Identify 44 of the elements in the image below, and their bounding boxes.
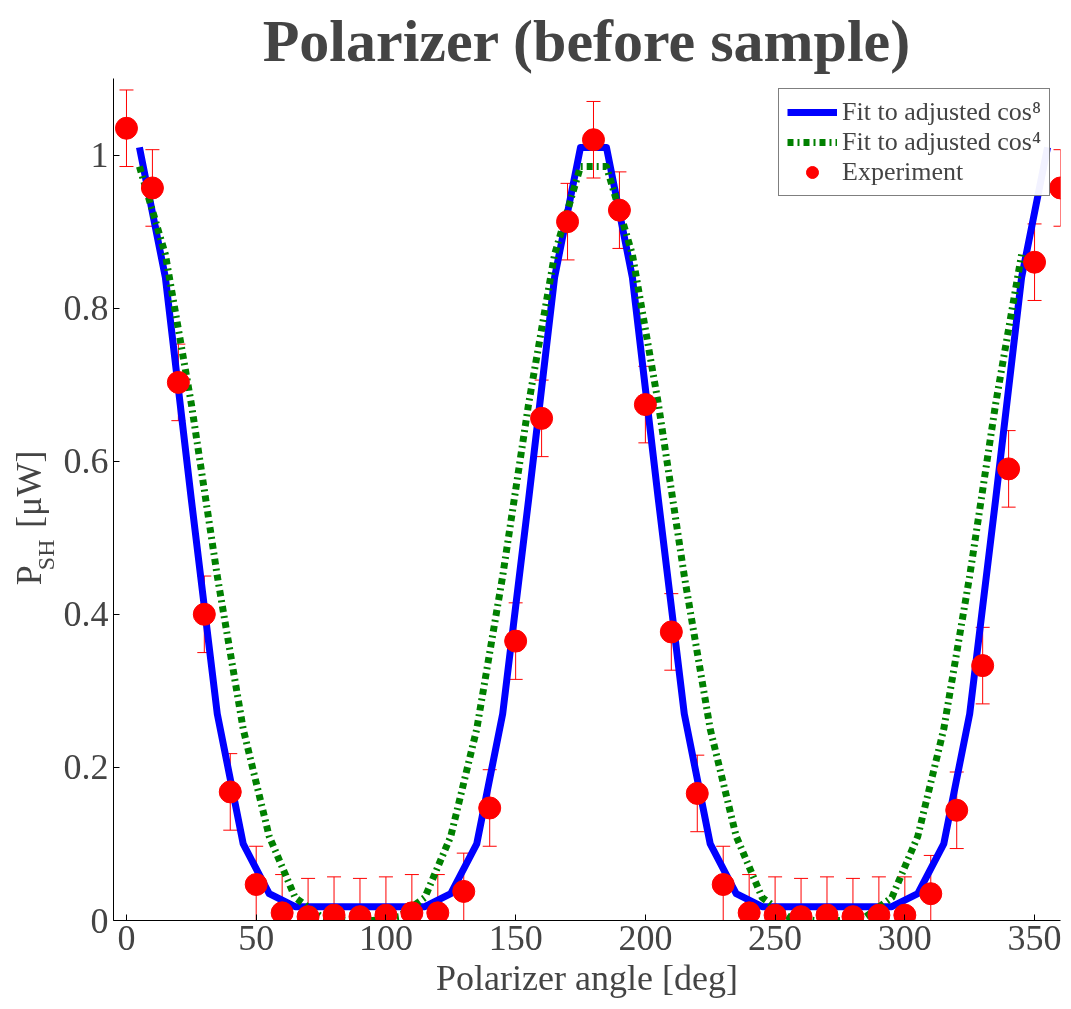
point [114, 116, 138, 140]
point [452, 879, 476, 903]
point [711, 873, 735, 896]
x-tick-label: 200 [618, 917, 673, 958]
chart-title: Polarizer (before sample) [262, 7, 911, 74]
point [685, 781, 709, 805]
point [971, 654, 995, 678]
x-tick-label: 150 [488, 917, 543, 958]
y-tick-label: 0.4 [63, 594, 109, 635]
x-axis-title: Polarizer angle [deg] [436, 957, 738, 998]
x-tick-label: 50 [238, 917, 275, 958]
point [737, 901, 761, 921]
point [270, 901, 294, 921]
legend-label: Fit to adjusted cos⁸ [842, 97, 1041, 127]
point [1023, 250, 1047, 274]
point [192, 602, 216, 626]
y-tick-label: 0.2 [63, 747, 109, 788]
x-tick-label: 350 [1007, 917, 1062, 958]
point [478, 796, 502, 820]
y-tick-label: 1 [90, 135, 109, 176]
x-tick-label: 0 [117, 917, 136, 958]
y-axis-title: PSH [μW] [8, 450, 59, 586]
point [633, 393, 657, 417]
legend-label: Experiment [842, 157, 964, 187]
y-tick-label: 0.6 [63, 441, 109, 482]
point [400, 901, 424, 921]
point [581, 128, 605, 152]
point [218, 780, 242, 804]
point [504, 629, 528, 653]
point [556, 210, 580, 234]
x-tick-label: 250 [748, 917, 803, 958]
point [530, 406, 554, 430]
x-tick-label: 300 [877, 917, 932, 958]
point [426, 901, 450, 921]
point [244, 873, 268, 896]
point [166, 370, 190, 394]
point [997, 457, 1021, 481]
point [945, 798, 969, 822]
point [659, 620, 683, 644]
point [140, 176, 164, 200]
y-tick-label: 0.8 [63, 288, 109, 329]
legend-label: Fit to adjusted cos⁴ [842, 127, 1041, 157]
x-tick-label: 100 [358, 917, 413, 958]
point [607, 198, 631, 222]
